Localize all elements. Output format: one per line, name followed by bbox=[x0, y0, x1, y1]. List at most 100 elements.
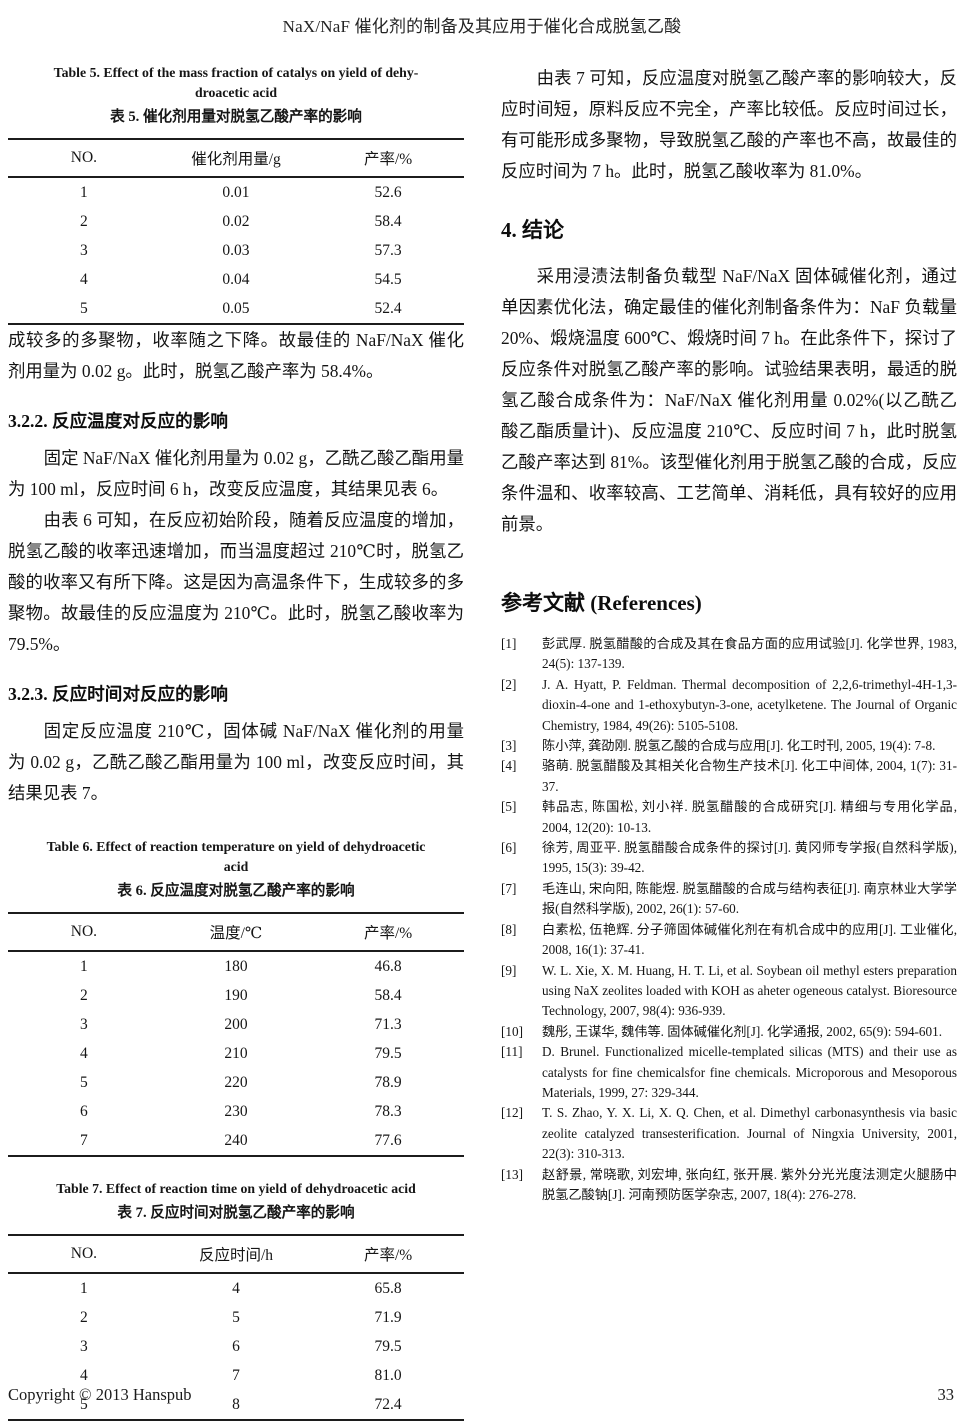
cell-temperature: 220 bbox=[224, 1073, 248, 1091]
cell-no: 5 bbox=[80, 1395, 88, 1413]
cell-amount: 0.01 bbox=[222, 183, 250, 201]
paragraph-fix-amount: 固定 NaF/NaX 催化剂用量为 0.02 g，乙酰乙酸乙酯用量为 100 m… bbox=[8, 448, 464, 499]
cell-amount: 0.02 bbox=[222, 212, 250, 230]
cell-yield: 46.8 bbox=[374, 957, 402, 975]
cell-no: 2 bbox=[80, 1308, 88, 1326]
table-5-header-amount: 催化剂用量/g bbox=[159, 139, 313, 178]
cell-no: 4 bbox=[80, 1366, 88, 1384]
reference-text: T. S. Zhao, Y. X. Li, X. Q. Chen, et al.… bbox=[542, 1105, 957, 1162]
reference-number: [10] bbox=[501, 1023, 523, 1039]
cell-yield: 71.9 bbox=[374, 1308, 402, 1326]
reference-text: 魏彤, 王谋华, 魏伟等. 固体碱催化剂[J]. 化学通报, 2002, 65(… bbox=[542, 1023, 943, 1039]
table-row: 5 220 78.9 bbox=[8, 1068, 464, 1097]
copyright-text: Copyright © 2013 Hanspub bbox=[8, 1385, 192, 1404]
references-heading: 参考文献 (References) bbox=[501, 591, 702, 615]
reference-number: [1] bbox=[501, 636, 517, 651]
cell-no: 5 bbox=[80, 1073, 88, 1091]
cell-no: 7 bbox=[80, 1131, 88, 1149]
reference-number: [9] bbox=[501, 962, 517, 978]
paragraph-table6-discussion: 由表 6 可知，在反应初始阶段，随着反应温度的增加，脱氢乙酸的收率迅速增加，而当… bbox=[8, 510, 464, 654]
cell-yield: 79.5 bbox=[374, 1337, 402, 1355]
reference-text: 彭武厚. 脱氢醋酸的合成及其在食品方面的应用试验[J]. 化学世界, 1983,… bbox=[542, 636, 957, 672]
reference-text: D. Brunel. Functionalized micelle-templa… bbox=[542, 1044, 957, 1100]
section-3-2-2-heading: 3.2.2. 反应温度对反应的影响 bbox=[8, 411, 228, 431]
reference-item: [6] 徐芳, 周亚平. 脱氢醋酸合成条件的探讨[J]. 黄冈师专学报(自然科学版… bbox=[501, 838, 957, 879]
cell-amount: 0.05 bbox=[222, 299, 250, 317]
table-7-caption-en: Table 7. Effect of reaction time on yiel… bbox=[8, 1179, 464, 1199]
cell-yield: 52.6 bbox=[374, 183, 402, 201]
reference-text: 韩品志, 陈国松, 刘小祥. 脱氢醋酸的合成研究[J]. 精细与专用化学品, 2… bbox=[542, 799, 957, 835]
table-row: 2 5 71.9 bbox=[8, 1303, 464, 1332]
running-head-title: NaX/NaF 催化剂的制备及其应用于催化合成脱氢乙酸 bbox=[282, 17, 682, 36]
left-column: Table 5. Effect of the mass fraction of … bbox=[8, 63, 464, 1421]
table-5-caption-zh: 表 5. 催化剂用量对脱氢乙酸产率的影响 bbox=[110, 109, 362, 125]
cell-no: 1 bbox=[80, 183, 88, 201]
table-row: 4 7 81.0 bbox=[8, 1361, 464, 1390]
table-5-header-row: NO. 催化剂用量/g 产率/% bbox=[8, 139, 464, 178]
cell-time: 7 bbox=[232, 1366, 240, 1384]
table-row: 6 230 78.3 bbox=[8, 1097, 464, 1126]
section-4-conclusion-heading: 4. 结论 bbox=[501, 218, 564, 242]
reference-text: 骆萌. 脱氢醋酸及其相关化合物生产技术[J]. 化工中间体, 2004, 1(7… bbox=[542, 758, 957, 794]
reference-item: [4] 骆萌. 脱氢醋酸及其相关化合物生产技术[J]. 化工中间体, 2004, … bbox=[501, 756, 957, 797]
cell-no: 1 bbox=[80, 1279, 88, 1297]
cell-no: 3 bbox=[80, 1337, 88, 1355]
table-6-header-yield: 产率/% bbox=[312, 913, 464, 952]
cell-no: 2 bbox=[80, 986, 88, 1004]
reference-number: [4] bbox=[501, 758, 517, 774]
cell-amount: 0.03 bbox=[222, 241, 250, 259]
reference-text: 徐芳, 周亚平. 脱氢醋酸合成条件的探讨[J]. 黄冈师专学报(自然科学版), … bbox=[542, 840, 957, 876]
reference-item: [11] D. Brunel. Functionalized micelle-te… bbox=[501, 1042, 957, 1103]
reference-item: [1] 彭武厚. 脱氢醋酸的合成及其在食品方面的应用试验[J]. 化学世界, 19… bbox=[501, 634, 957, 675]
reference-item: [9] W. L. Xie, X. M. Huang, H. T. Li, et … bbox=[501, 961, 957, 1022]
reference-item: [3] 陈小萍, 龚劭刚. 脱氢乙酸的合成与应用[J]. 化工时刊, 2005, … bbox=[501, 736, 957, 756]
cell-time: 5 bbox=[232, 1308, 240, 1326]
cell-yield: 77.6 bbox=[374, 1131, 402, 1149]
reference-item: [10] 魏彤, 王谋华, 魏伟等. 固体碱催化剂[J]. 化学通报, 2002,… bbox=[501, 1022, 957, 1042]
paragraph-table7-discussion: 由表 7 可知，反应温度对脱氢乙酸产率的影响较大，反应时间短，原料反应不完全，产… bbox=[501, 68, 957, 181]
table-row: 1 4 65.8 bbox=[8, 1273, 464, 1303]
reference-text: J. A. Hyatt, P. Feldman. Thermal decompo… bbox=[542, 676, 957, 733]
table-6-header-row: NO. 温度/℃ 产率/% bbox=[8, 913, 464, 952]
table-7-caption-zh: 表 7. 反应时间对脱氢乙酸产率的影响 bbox=[117, 1205, 355, 1221]
references-list: [1] 彭武厚. 脱氢醋酸的合成及其在食品方面的应用试验[J]. 化学世界, 19… bbox=[501, 634, 957, 1205]
table-7-header-no: NO. bbox=[8, 1235, 160, 1274]
reference-item: [7] 毛连山, 宋向阳, 陈能煜. 脱氢醋酸的合成与结构表征[J]. 南京林业大… bbox=[501, 879, 957, 920]
cell-temperature: 240 bbox=[224, 1131, 248, 1149]
cell-yield: 58.4 bbox=[374, 986, 402, 1004]
table-6-caption-en-line1: Table 6. Effect of reaction temperature … bbox=[46, 839, 426, 854]
reference-number: [7] bbox=[501, 880, 517, 896]
cell-yield: 79.5 bbox=[374, 1044, 402, 1062]
table-5: NO. 催化剂用量/g 产率/% 1 0.01 52.6 2 0.02 58.4 3 0.… bbox=[8, 138, 464, 325]
cell-temperature: 190 bbox=[224, 986, 248, 1004]
reference-text: 陈小萍, 龚劭刚. 脱氢乙酸的合成与应用[J]. 化工时刊, 2005, 19(… bbox=[542, 738, 936, 754]
paragraph-fix-temperature: 固定反应温度 210℃，固体碱 NaF/NaX 催化剂的用量为 0.02 g，乙… bbox=[8, 721, 464, 803]
cell-temperature: 180 bbox=[224, 957, 248, 975]
cell-temperature: 230 bbox=[224, 1102, 248, 1120]
cell-temperature: 200 bbox=[224, 1015, 248, 1033]
table-6: NO. 温度/℃ 产率/% 1 180 46.8 2 190 58.4 3 200 71.3… bbox=[8, 912, 464, 1157]
cell-amount: 0.04 bbox=[222, 270, 250, 288]
cell-no: 4 bbox=[80, 1044, 88, 1062]
reference-number: [5] bbox=[501, 799, 517, 815]
reference-number: [2] bbox=[501, 676, 517, 692]
reference-item: [13] 赵舒景, 常晓歌, 刘宏坤, 张向红, 张开展. 紫外分光光度法测定火腿… bbox=[501, 1165, 957, 1206]
table-row: 2 190 58.4 bbox=[8, 981, 464, 1010]
table-6-caption-en-line2: acid bbox=[223, 859, 249, 874]
table-5-caption: Table 5. Effect of the mass fraction of … bbox=[8, 63, 464, 128]
reference-number: [8] bbox=[501, 921, 517, 937]
cell-temperature: 210 bbox=[224, 1044, 248, 1062]
paragraph-catalyst-amount-conclusion: 成较多的多聚物，收率随之下降。故最佳的 NaF/NaX 催化剂用量为 0.02 … bbox=[8, 330, 464, 381]
table-row: 5 0.05 52.4 bbox=[8, 294, 464, 324]
cell-time: 6 bbox=[232, 1337, 240, 1355]
cell-yield: 65.8 bbox=[374, 1279, 402, 1297]
cell-no: 2 bbox=[80, 212, 88, 230]
reference-text: 赵舒景, 常晓歌, 刘宏坤, 张向红, 张开展. 紫外分光光度法测定火腿肠中脱氢… bbox=[542, 1166, 957, 1202]
right-column: 由表 7 可知，反应温度对脱氢乙酸产率的影响较大，反应时间短，原料反应不完全，产… bbox=[501, 63, 957, 1421]
reference-text: 毛连山, 宋向阳, 陈能煜. 脱氢醋酸的合成与结构表征[J]. 南京林业大学学报… bbox=[542, 880, 957, 917]
reference-number: [11] bbox=[501, 1044, 523, 1060]
table-7-caption: Table 7. Effect of reaction time on yiel… bbox=[8, 1179, 464, 1224]
table-5-caption-en-line1: Table 5. Effect of the mass fraction of … bbox=[53, 65, 419, 80]
table-7-header-yield: 产率/% bbox=[312, 1235, 464, 1274]
